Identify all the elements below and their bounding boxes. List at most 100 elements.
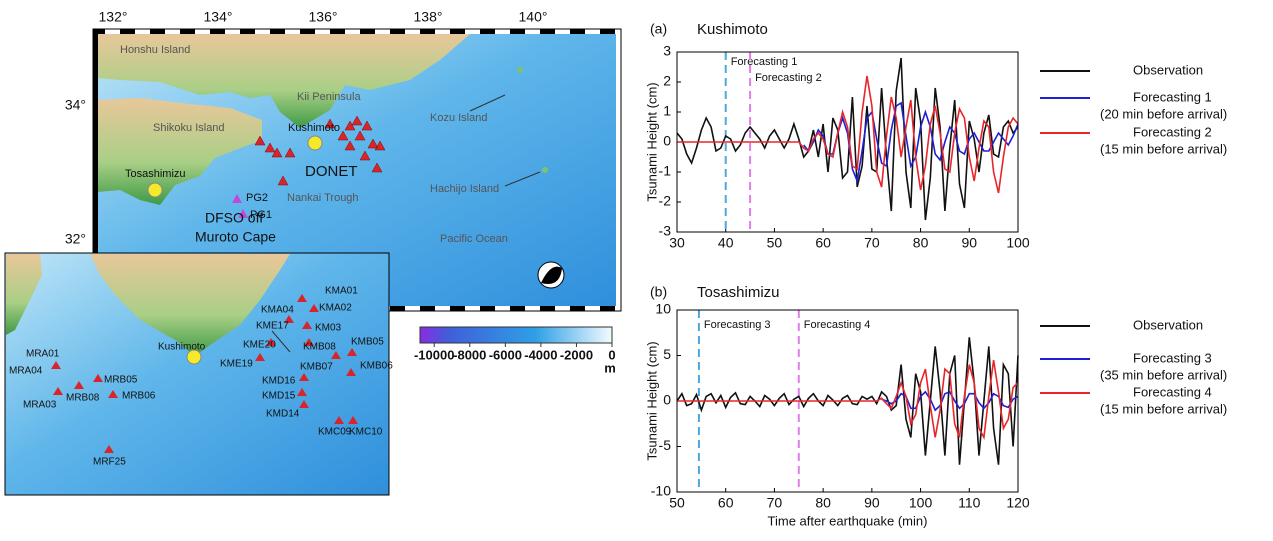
station-label: KMD14	[266, 409, 300, 420]
chart-title: Kushimoto	[697, 21, 768, 38]
series-line	[882, 392, 1018, 410]
lat-tick-label: 32°	[65, 231, 86, 247]
kushimoto-marker	[308, 136, 322, 150]
map-label: Shikoku Island	[153, 122, 225, 134]
y-tick-label: -1	[659, 163, 672, 179]
legend-note: (15 min before arrival)	[1100, 141, 1227, 156]
legend-note: (15 min before arrival)	[1100, 401, 1227, 416]
colorbar-tick-label: -8000	[453, 347, 486, 362]
focal-mechanism	[538, 262, 564, 288]
colorbar-tick-label: 0	[608, 347, 615, 362]
station-label: KMA04	[261, 305, 294, 316]
station-label: MRB05	[104, 375, 138, 386]
lon-tick-label: 138°	[414, 9, 443, 25]
y-tick-label: 1	[663, 103, 671, 119]
colorbar	[420, 327, 612, 343]
lat-tick-label: 34°	[65, 97, 86, 113]
legend-label: Observation	[1133, 317, 1203, 332]
x-tick-label: 30	[669, 235, 685, 251]
forecast-label: Forecasting 1	[731, 56, 798, 68]
y-tick-label: 2	[663, 73, 671, 89]
station-label: KMD15	[262, 391, 296, 402]
x-tick-label: 120	[1006, 495, 1030, 511]
x-tick-label: 100	[1006, 235, 1030, 251]
station-label: KME17	[256, 321, 289, 332]
station-label: KMC10	[349, 427, 383, 438]
map-label: PG2	[246, 192, 268, 204]
y-tick-label: 3	[663, 43, 671, 59]
chart-title: Tosashimizu	[697, 284, 780, 301]
map-label: Nankai Trough	[287, 192, 359, 204]
station-label: MRA03	[23, 400, 57, 411]
x-tick-label: 110	[958, 495, 981, 511]
map-label: DONET	[305, 163, 358, 180]
colorbar-tick-label: -10000	[414, 347, 454, 362]
legend-label: Forecasting 1	[1133, 89, 1212, 104]
station-label: KME19	[220, 359, 253, 370]
station-label: MRB06	[122, 391, 156, 402]
colorbar-tick-label: -4000	[524, 347, 557, 362]
colorbar-unit: m	[604, 360, 616, 375]
x-tick-label: 60	[815, 235, 831, 251]
legend-label: Observation	[1133, 62, 1203, 77]
station-label: KMA02	[319, 303, 352, 314]
island	[517, 67, 523, 73]
legend-note: (20 min before arrival)	[1100, 106, 1227, 121]
station-label: MRF25	[93, 457, 126, 468]
map-label: Tosashimizu	[125, 168, 186, 180]
y-tick-label: 0	[663, 133, 671, 149]
y-axis-label: Tsunami Height (cm)	[644, 82, 659, 201]
station-label: KMB06	[360, 361, 393, 372]
figure: Honshu Island Kii Peninsula Shikoku Isla…	[0, 0, 1273, 541]
panel-label: (b)	[650, 284, 667, 300]
x-tick-label: 50	[767, 235, 783, 251]
x-tick-label: 50	[669, 495, 685, 511]
x-axis-label: Time after earthquake (min)	[768, 513, 928, 528]
legend-note: (35 min before arrival)	[1100, 367, 1227, 382]
lon-tick-label: 136°	[309, 9, 338, 25]
map-label: DFSO off	[205, 210, 263, 226]
forecast-label: Forecasting 4	[804, 319, 871, 331]
station-label: KMB05	[351, 337, 384, 348]
charts: (a)KushimotoTsunami Height (cm)-3-2-1012…	[644, 21, 1227, 529]
map-label: Hachijo Island	[430, 183, 499, 195]
station-label: MRA04	[9, 366, 43, 377]
station-label: KM03	[315, 323, 342, 334]
map-label: Kushimoto	[288, 122, 340, 134]
x-tick-label: 60	[718, 495, 734, 511]
y-tick-label: 5	[663, 346, 671, 362]
legend-label: Forecasting 2	[1133, 124, 1212, 139]
y-tick-label: 0	[663, 392, 671, 408]
station-label: MRB08	[66, 393, 100, 404]
panel-label: (a)	[650, 21, 667, 37]
station-label: KMD16	[262, 376, 296, 387]
colorbar-tick-label: -2000	[560, 347, 593, 362]
x-tick-label: 90	[864, 495, 880, 511]
x-tick-label: 90	[961, 235, 977, 251]
legend-label: Forecasting 3	[1133, 350, 1212, 365]
legend-label: Forecasting 4	[1133, 384, 1212, 399]
y-tick-label: -10	[651, 483, 671, 499]
colorbar-tick-label: -6000	[489, 347, 522, 362]
forecast-label: Forecasting 3	[704, 319, 771, 331]
station-label: KMB07	[300, 362, 333, 373]
map-label: Honshu Island	[120, 44, 190, 56]
lon-tick-label: 134°	[204, 9, 233, 25]
station-label: KMB08	[303, 342, 336, 353]
forecast-label: Forecasting 2	[755, 72, 822, 84]
tosashimizu-marker	[148, 183, 162, 197]
y-tick-label: -2	[659, 193, 672, 209]
map-label: Muroto Cape	[195, 229, 276, 245]
station-label: KMA01	[325, 286, 358, 297]
inset-map: Kushimoto MRA01 MRA04 MRA03 MRB08 MRB05 …	[5, 253, 393, 495]
station-label: KME20	[243, 340, 276, 351]
y-tick-label: -5	[659, 437, 672, 453]
y-axis-label: Tsunami Height (cm)	[644, 341, 659, 460]
station-label: KMC09	[318, 427, 352, 438]
map-label: Pacific Ocean	[440, 233, 508, 245]
inset-label: Kushimoto	[158, 342, 206, 353]
lon-tick-label: 132°	[99, 9, 128, 25]
x-tick-label: 100	[909, 495, 933, 511]
island	[542, 167, 548, 173]
station-label: MRA01	[26, 349, 60, 360]
